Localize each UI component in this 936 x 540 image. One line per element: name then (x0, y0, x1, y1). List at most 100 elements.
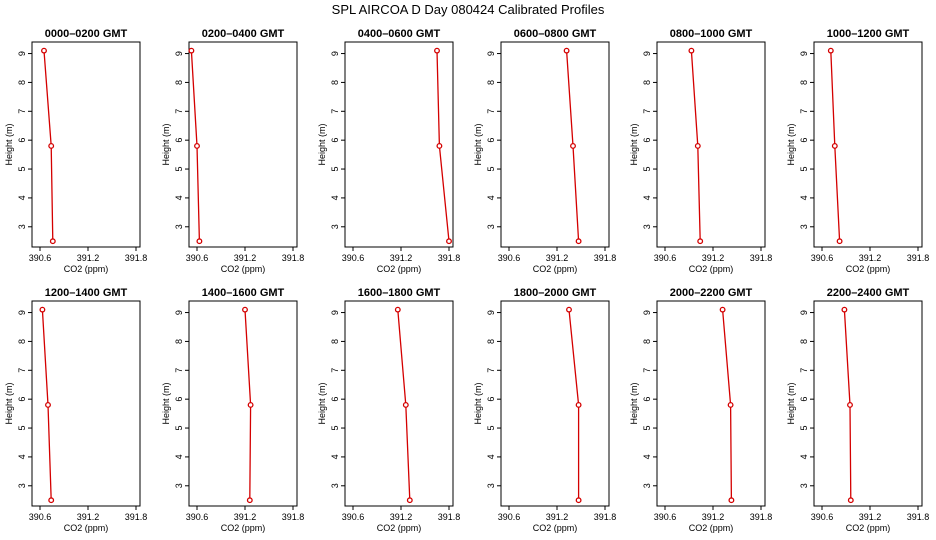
y-axis-label: Height (m) (317, 382, 327, 424)
data-point (841, 306, 848, 313)
y-axis-label: Height (m) (473, 382, 483, 424)
y-tick-label: 7 (174, 368, 184, 373)
x-axis-label: CO2 (ppm) (221, 523, 266, 533)
y-tick-label: 4 (330, 454, 340, 459)
y-tick-label: 9 (642, 310, 652, 315)
x-tick-label: 391.2 (702, 512, 725, 522)
x-tick-label: 391.8 (125, 512, 148, 522)
data-point (45, 401, 51, 408)
x-tick-label: 390.6 (811, 512, 834, 522)
y-tick-label: 3 (799, 483, 809, 488)
x-tick-label: 390.6 (498, 512, 521, 522)
y-tick-label: 8 (642, 339, 652, 344)
y-tick-label: 7 (330, 109, 340, 114)
y-tick-label: 6 (486, 397, 496, 402)
x-tick-label: 390.6 (811, 253, 834, 263)
x-axis-label: CO2 (ppm) (533, 523, 578, 533)
y-tick-label: 3 (330, 483, 340, 488)
x-axis-label: CO2 (ppm) (377, 523, 422, 533)
data-point (48, 142, 55, 149)
data-point (575, 401, 582, 408)
x-axis-label: CO2 (ppm) (689, 264, 734, 274)
y-tick-label: 5 (174, 167, 184, 172)
y-axis-label: Height (m) (4, 382, 14, 424)
y-tick-label: 9 (17, 51, 27, 56)
x-axis-label: CO2 (ppm) (533, 264, 578, 274)
x-tick-label: 391.8 (594, 512, 617, 522)
x-tick-label: 391.8 (750, 512, 773, 522)
panel: 0000–0200 GMT 390.6 391.2 391.8 3 4 5 6 7 8 9 CO2 (… (4, 28, 147, 274)
plot-frame (656, 41, 766, 248)
y-tick-label: 6 (799, 397, 809, 402)
x-tick-label: 391.8 (907, 512, 930, 522)
y-tick-label: 6 (174, 138, 184, 143)
y-tick-label: 7 (486, 109, 496, 114)
y-tick-label: 8 (174, 339, 184, 344)
y-axis-label: Height (m) (629, 123, 639, 165)
panel-title: 0400–0600 GMT (358, 28, 441, 40)
plot-frame (31, 41, 141, 248)
y-tick-label: 8 (17, 80, 27, 85)
y-tick-label: 5 (174, 426, 184, 431)
y-tick-label: 8 (174, 80, 184, 85)
y-tick-label: 5 (17, 426, 27, 431)
data-point (434, 47, 440, 54)
y-tick-label: 8 (486, 339, 496, 344)
panel-title: 1400–1600 GMT (202, 287, 285, 299)
panel: 1600–1800 GMT 390.6 391.2 391.8 3 4 5 6 7 8 9 CO2 (… (317, 287, 460, 533)
x-tick-label: 390.6 (498, 253, 521, 263)
x-tick-label: 390.6 (29, 512, 52, 522)
data-point (48, 497, 55, 504)
y-tick-label: 9 (17, 310, 27, 315)
panel-title: 2000–2200 GMT (670, 287, 753, 299)
plot-frame (31, 300, 141, 507)
panel: 0200–0400 GMT 390.6 391.2 391.8 3 4 5 6 7 8 9 CO2 (… (161, 28, 304, 274)
data-point (188, 47, 195, 54)
x-tick-label: 391.8 (438, 512, 461, 522)
data-point (41, 47, 47, 54)
y-tick-label: 6 (642, 397, 652, 402)
y-tick-label: 7 (174, 109, 184, 114)
y-tick-label: 7 (799, 368, 809, 373)
y-axis-label: Height (m) (4, 123, 14, 165)
y-tick-label: 7 (642, 368, 652, 373)
x-tick-label: 391.2 (859, 253, 882, 263)
data-point (242, 306, 248, 313)
x-tick-label: 390.6 (654, 253, 677, 263)
figure-title: SPL AIRCOA D Day 080424 Calibrated Profi… (332, 2, 605, 17)
y-tick-label: 5 (17, 167, 27, 172)
data-point (575, 497, 582, 504)
x-tick-label: 391.8 (438, 253, 461, 263)
y-tick-label: 3 (330, 224, 340, 229)
y-tick-label: 8 (486, 80, 496, 85)
x-tick-label: 391.2 (234, 512, 257, 522)
y-tick-label: 4 (486, 454, 496, 459)
y-tick-label: 9 (174, 51, 184, 56)
y-tick-label: 4 (486, 195, 496, 200)
x-axis-label: CO2 (ppm) (846, 264, 891, 274)
y-tick-label: 9 (486, 310, 496, 315)
y-tick-label: 5 (486, 426, 496, 431)
data-point (836, 238, 843, 245)
y-tick-label: 9 (799, 310, 809, 315)
data-point (570, 142, 576, 149)
x-axis-label: CO2 (ppm) (846, 523, 891, 533)
y-tick-label: 4 (642, 454, 652, 459)
x-tick-label: 390.6 (186, 253, 209, 263)
y-tick-label: 3 (174, 224, 184, 229)
data-point (394, 306, 401, 313)
y-axis-label: Height (m) (161, 123, 171, 165)
y-tick-label: 3 (17, 483, 27, 488)
plot-frame (188, 41, 298, 248)
panel: 1000–1200 GMT 390.6 391.2 391.8 3 4 5 6 7 8 9 CO2 (… (786, 28, 929, 274)
x-tick-label: 391.8 (594, 253, 617, 263)
y-tick-label: 9 (486, 51, 496, 56)
data-point (39, 306, 46, 313)
y-tick-label: 7 (17, 368, 27, 373)
x-tick-label: 391.2 (546, 512, 569, 522)
x-tick-label: 391.2 (702, 253, 725, 263)
data-point (831, 142, 838, 149)
y-tick-label: 9 (330, 51, 340, 56)
plot-frame (656, 300, 766, 507)
y-axis-label: Height (m) (786, 382, 796, 424)
